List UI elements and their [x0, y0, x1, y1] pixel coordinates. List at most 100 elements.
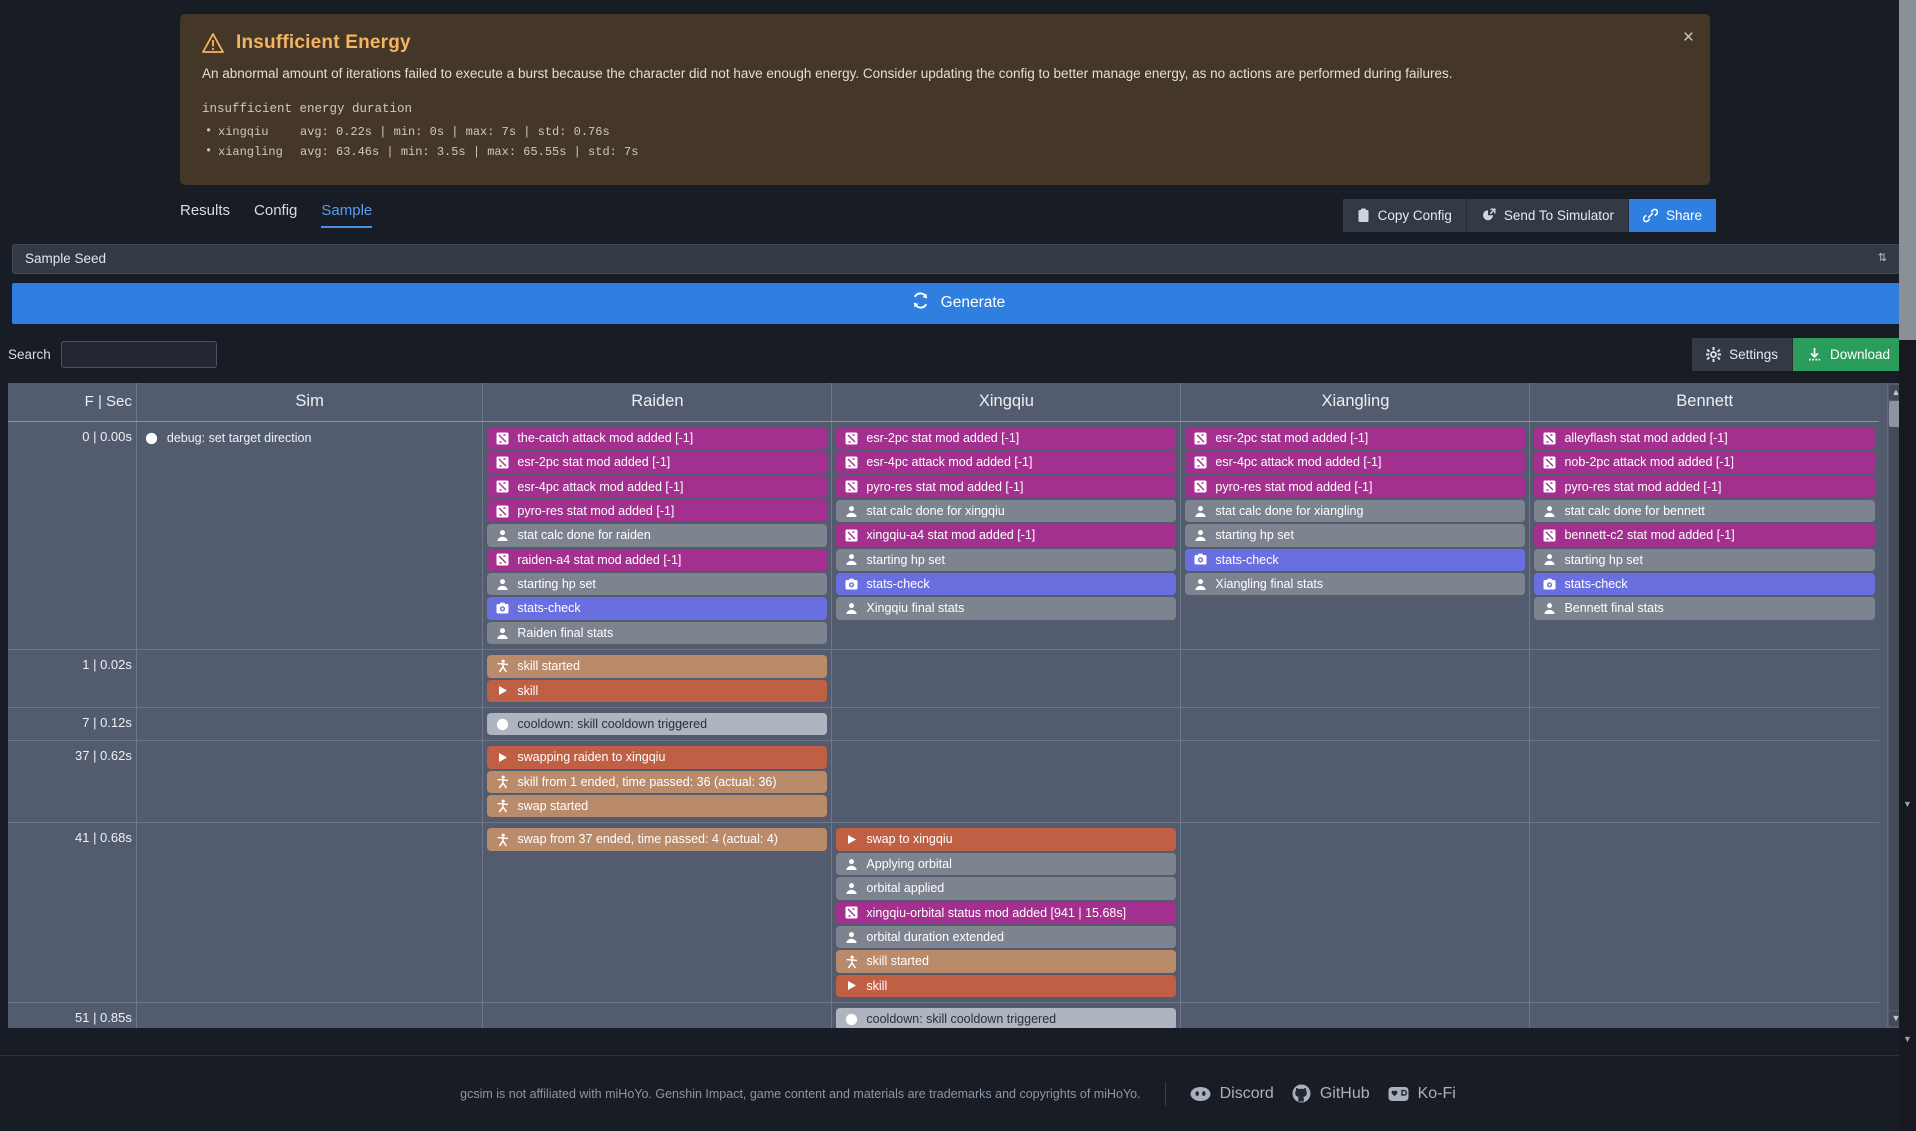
log-event[interactable]: Xingqiu final stats — [836, 597, 1177, 620]
log-event[interactable]: cooldown: skill cooldown triggered — [487, 712, 828, 736]
log-event[interactable]: orbital applied — [836, 877, 1177, 900]
table-action-group: Settings Download — [1692, 337, 1904, 371]
log-event[interactable]: starting hp set — [836, 548, 1177, 572]
log-event[interactable]: pyro-res stat mod added [-1] — [1534, 475, 1875, 498]
play-icon — [844, 833, 858, 847]
log-event[interactable]: esr-4pc attack mod added [-1] — [836, 451, 1177, 474]
log-event[interactable]: stats-check — [1185, 548, 1526, 572]
log-event[interactable]: debug: set target direction — [141, 427, 479, 449]
column-header-frame-sec[interactable]: F | Sec — [8, 382, 137, 422]
copy-config-label: Copy Config — [1377, 207, 1452, 223]
log-event[interactable]: the-catch attack mod added [-1] — [487, 426, 828, 450]
settings-button[interactable]: Settings — [1692, 337, 1792, 371]
log-event-label: pyro-res stat mod added [-1] — [1215, 479, 1373, 494]
log-event[interactable]: alleyflash stat mod added [-1] — [1534, 426, 1875, 450]
footer-link-kofi[interactable]: Ko-Fi — [1388, 1085, 1456, 1103]
log-event[interactable]: pyro-res stat mod added [-1] — [1185, 475, 1526, 498]
alert-body-text: An abnormal amount of iterations failed … — [202, 66, 1453, 81]
column-header-bennett[interactable]: Bennett — [1529, 382, 1879, 422]
log-event[interactable]: esr-2pc stat mod added [-1] — [1185, 426, 1526, 450]
page-scroll-down-arrow-icon[interactable]: ▼ — [1903, 798, 1912, 809]
log-event[interactable]: esr-2pc stat mod added [-1] — [836, 426, 1177, 450]
footer-link-discord[interactable]: Discord — [1190, 1085, 1274, 1103]
copy-config-button[interactable]: Copy Config — [1342, 198, 1466, 232]
log-event[interactable]: esr-4pc attack mod added [-1] — [487, 475, 828, 498]
mod-icon — [844, 455, 858, 469]
log-event[interactable]: Bennett final stats — [1534, 597, 1875, 620]
action-icon — [495, 799, 509, 813]
character-icon — [495, 626, 509, 640]
log-event[interactable]: skill started — [487, 655, 828, 678]
log-event-label: stats-check — [1564, 577, 1628, 592]
camera-icon — [844, 577, 858, 591]
column-header-raiden[interactable]: Raiden — [482, 382, 833, 422]
log-event[interactable]: Xiangling final stats — [1185, 573, 1526, 596]
log-event[interactable]: esr-4pc attack mod added [-1] — [1185, 451, 1526, 474]
log-event-label: esr-4pc attack mod added [-1] — [866, 455, 1033, 470]
mod-icon — [1542, 431, 1556, 445]
log-event[interactable]: xingqiu-orbital status mod added [941 | … — [836, 901, 1177, 924]
log-event[interactable]: orbital duration extended — [836, 925, 1177, 949]
log-event[interactable]: stats-check — [1534, 573, 1875, 596]
character-icon — [844, 930, 858, 944]
log-event[interactable]: pyro-res stat mod added [-1] — [487, 499, 828, 523]
action-icon — [495, 659, 509, 673]
column-header-xiangling[interactable]: Xiangling — [1180, 382, 1531, 422]
log-event[interactable]: cooldown: skill cooldown triggered — [836, 1008, 1177, 1028]
log-event[interactable]: skill started — [836, 950, 1177, 973]
log-event[interactable]: skill — [487, 679, 828, 702]
log-event-label: esr-4pc attack mod added [-1] — [517, 479, 684, 494]
search-input[interactable] — [61, 341, 216, 367]
log-event-label: pyro-res stat mod added [-1] — [1564, 479, 1722, 494]
log-event[interactable]: Raiden final stats — [487, 621, 828, 645]
log-event[interactable]: skill — [836, 974, 1177, 998]
log-event[interactable]: starting hp set — [487, 573, 828, 596]
log-event-label: stats-check — [517, 601, 581, 616]
log-event[interactable]: swap to xingqiu — [836, 828, 1177, 851]
log-event[interactable]: swap from 37 ended, time passed: 4 (actu… — [487, 828, 828, 851]
mod-icon — [495, 431, 509, 445]
tab-results[interactable]: Results — [180, 202, 231, 220]
cell-xiangling — [1180, 649, 1531, 708]
log-event[interactable]: stats-check — [836, 573, 1177, 596]
page-scrollbar-thumb[interactable] — [1899, 0, 1916, 340]
log-event[interactable]: swap started — [487, 795, 828, 818]
tab-config[interactable]: Config — [254, 202, 298, 220]
footer-link-github[interactable]: GitHub — [1292, 1084, 1370, 1103]
log-event-label: starting hp set — [1215, 528, 1294, 543]
send-to-simulator-button[interactable]: Send To Simulator — [1465, 198, 1628, 232]
share-pie-icon — [1481, 208, 1496, 223]
share-button[interactable]: Share — [1627, 198, 1716, 232]
log-event[interactable]: stat calc done for raiden — [487, 524, 828, 547]
page-scrollbar[interactable]: ▼ ▼ — [1899, 0, 1916, 1131]
page-scroll-bottom-arrow-icon[interactable]: ▼ — [1903, 1033, 1912, 1044]
table-scroll-area[interactable]: F | Sec Sim Raiden Xingqiu Xiangling Ben… — [8, 382, 1887, 1028]
column-header-sim[interactable]: Sim — [136, 382, 484, 422]
log-event[interactable]: nob-2pc attack mod added [-1] — [1534, 451, 1875, 474]
log-event-label: skill started — [517, 659, 580, 674]
log-event[interactable]: stat calc done for xingqiu — [836, 499, 1177, 523]
log-event[interactable]: raiden-a4 stat mod added [-1] — [487, 548, 828, 572]
log-event[interactable]: esr-2pc stat mod added [-1] — [487, 451, 828, 474]
close-icon[interactable]: × — [1682, 27, 1694, 48]
log-event[interactable]: Applying orbital — [836, 852, 1177, 876]
tab-sample[interactable]: Sample — [321, 202, 373, 229]
log-event[interactable]: bennett-c2 stat mod added [-1] — [1534, 524, 1875, 547]
log-event[interactable]: skill from 1 ended, time passed: 36 (act… — [487, 770, 828, 794]
log-event[interactable]: stats-check — [487, 597, 828, 620]
log-event[interactable]: starting hp set — [1185, 524, 1526, 547]
column-header-xingqiu[interactable]: Xingqiu — [831, 382, 1182, 422]
log-event-label: Raiden final stats — [517, 625, 614, 640]
sample-seed-select[interactable]: Sample Seed ⇅ — [12, 243, 1900, 274]
log-event[interactable]: stat calc done for xiangling — [1185, 499, 1526, 523]
log-event[interactable]: swapping raiden to xingqiu — [487, 746, 828, 769]
log-event[interactable]: starting hp set — [1534, 548, 1875, 572]
log-event[interactable]: xingqiu-a4 stat mod added [-1] — [836, 524, 1177, 547]
generate-button[interactable]: Generate — [12, 282, 1904, 324]
download-button[interactable]: Download — [1791, 337, 1904, 371]
log-event[interactable]: stat calc done for bennett — [1534, 499, 1875, 523]
log-event[interactable]: pyro-res stat mod added [-1] — [836, 475, 1177, 498]
character-icon — [844, 857, 858, 871]
log-event-label: pyro-res stat mod added [-1] — [517, 503, 675, 518]
